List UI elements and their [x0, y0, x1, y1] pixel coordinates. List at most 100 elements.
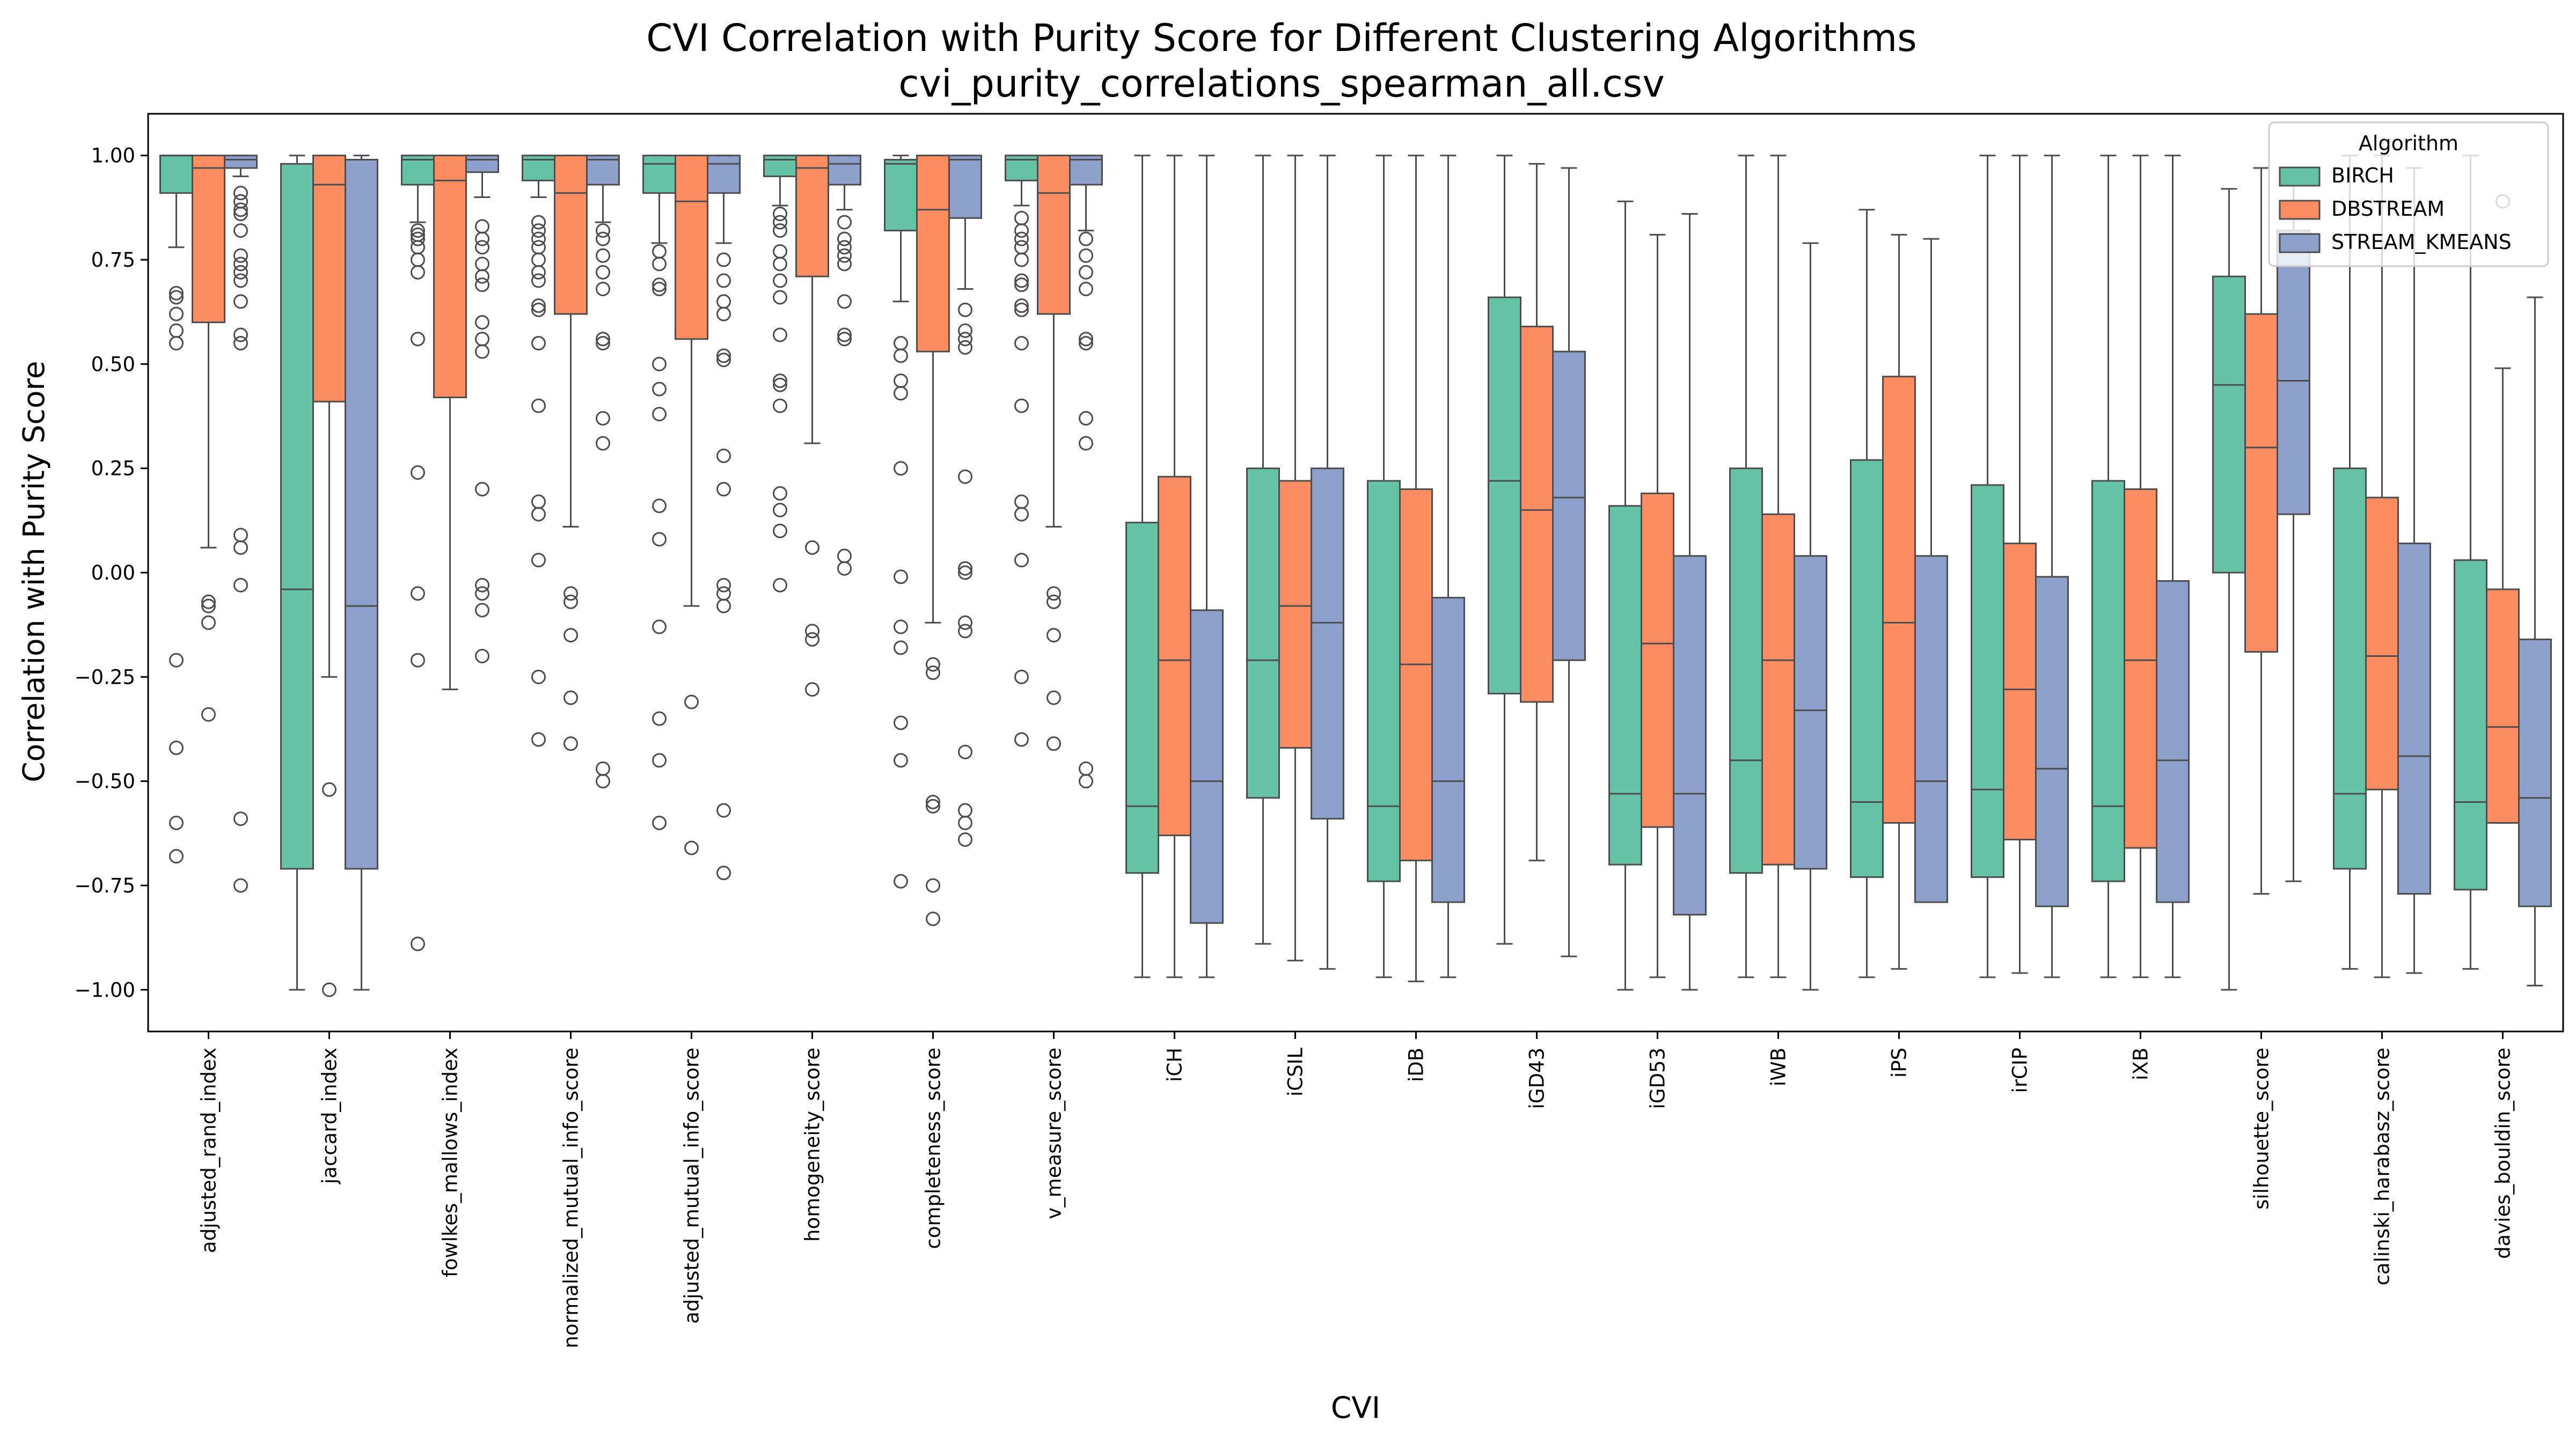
box	[2333, 467, 2367, 870]
outlier-point	[805, 624, 819, 639]
outlier-point	[1079, 231, 1093, 246]
x-tick-label: iCSIL	[1284, 1048, 1307, 1097]
box	[1246, 467, 1280, 799]
outlier-point	[201, 594, 216, 609]
y-tick-label: 0.50	[91, 353, 135, 376]
box	[1520, 325, 1554, 703]
x-tick-label: silhouette_score	[2250, 1048, 2273, 1210]
outlier-point	[169, 740, 184, 755]
outlier-point	[773, 207, 787, 222]
box	[2124, 488, 2157, 849]
outlier-point	[837, 248, 852, 263]
outlier-point	[1014, 231, 1029, 246]
outlier-point	[475, 577, 489, 592]
outlier-point	[564, 628, 578, 643]
outlier-point	[531, 336, 546, 350]
outlier-point	[805, 540, 819, 555]
box	[1431, 597, 1465, 903]
box	[2244, 313, 2278, 653]
x-tick-label: iGD53	[1646, 1048, 1670, 1109]
outlier-point	[958, 615, 972, 630]
outlier-point	[894, 619, 908, 634]
x-tick-label: v_measure_score	[1043, 1048, 1066, 1219]
outlier-point	[837, 294, 852, 309]
x-tick-label: normalized_mutual_info_score	[560, 1048, 583, 1348]
box	[2091, 480, 2125, 882]
x-tick-label: iGD43	[1526, 1048, 1549, 1109]
outlier-point	[596, 248, 610, 263]
box	[345, 159, 378, 870]
outlier-point	[652, 277, 667, 292]
outlier-point	[1014, 302, 1029, 317]
outlier-point	[773, 290, 787, 305]
outlier-point	[773, 244, 787, 259]
box	[675, 155, 708, 340]
outlier-point	[233, 265, 248, 280]
outlier-point	[411, 936, 425, 952]
x-tick-label: iPS	[1888, 1048, 1911, 1078]
outlier-point	[716, 294, 731, 309]
outlier-point	[926, 795, 940, 809]
outlier-point	[773, 577, 787, 592]
outlier-point	[652, 382, 667, 397]
outlier-point	[475, 344, 489, 359]
outlier-point	[531, 494, 546, 509]
outlier-point	[652, 753, 667, 768]
box	[763, 155, 797, 178]
outlier-point	[652, 281, 667, 296]
outlier-point	[926, 657, 940, 672]
outlier-point	[1014, 223, 1029, 238]
y-tick-label: 0.25	[91, 457, 135, 480]
outlier-point	[1014, 669, 1029, 684]
y-tick-label: 1.00	[91, 144, 135, 167]
y-axis-label: Correlation with Purity Score	[17, 361, 51, 782]
outlier-point	[411, 240, 425, 255]
outlier-point	[652, 244, 667, 259]
outlier-point	[894, 461, 908, 476]
outlier-point	[169, 306, 184, 321]
outlier-point	[652, 499, 667, 514]
outlier-point	[894, 336, 908, 350]
box	[642, 155, 676, 194]
outlier-point	[773, 486, 787, 501]
box	[1037, 155, 1071, 315]
outlier-point	[233, 186, 248, 201]
box	[2277, 230, 2310, 515]
outlier-point	[596, 231, 610, 246]
box	[554, 155, 588, 315]
x-axis-label: CVI	[1331, 1391, 1380, 1425]
x-tick-label: iCH	[1163, 1048, 1187, 1082]
outlier-point	[596, 411, 610, 426]
outlier-point	[201, 598, 216, 613]
box	[1850, 459, 1884, 878]
outlier-point	[958, 803, 972, 818]
box	[2156, 580, 2190, 903]
outlier-point	[1046, 690, 1061, 705]
x-tick-label: adjusted_rand_index	[197, 1048, 221, 1253]
box	[1641, 492, 1674, 828]
outlier-point	[475, 219, 489, 234]
outlier-point	[1014, 553, 1029, 568]
outlier-point	[596, 332, 610, 347]
x-tick-label: irCIP	[2009, 1048, 2032, 1093]
outlier-point	[564, 736, 578, 751]
box	[1608, 505, 1642, 866]
outlier-point	[894, 348, 908, 363]
outlier-point	[1014, 298, 1029, 313]
box	[1367, 480, 1401, 882]
box	[433, 155, 467, 399]
outlier-point	[475, 482, 489, 497]
box	[280, 163, 314, 870]
outlier-point	[322, 982, 336, 997]
outlier-point	[596, 774, 610, 789]
outlier-point	[894, 373, 908, 388]
legend-label: STREAM_KMEANS	[2331, 230, 2512, 254]
box	[2518, 638, 2552, 908]
outlier-point	[475, 586, 489, 601]
outlier-point	[773, 273, 787, 288]
box	[2212, 275, 2246, 574]
outlier-point	[926, 878, 940, 893]
outlier-point	[531, 553, 546, 568]
box	[1761, 513, 1795, 866]
